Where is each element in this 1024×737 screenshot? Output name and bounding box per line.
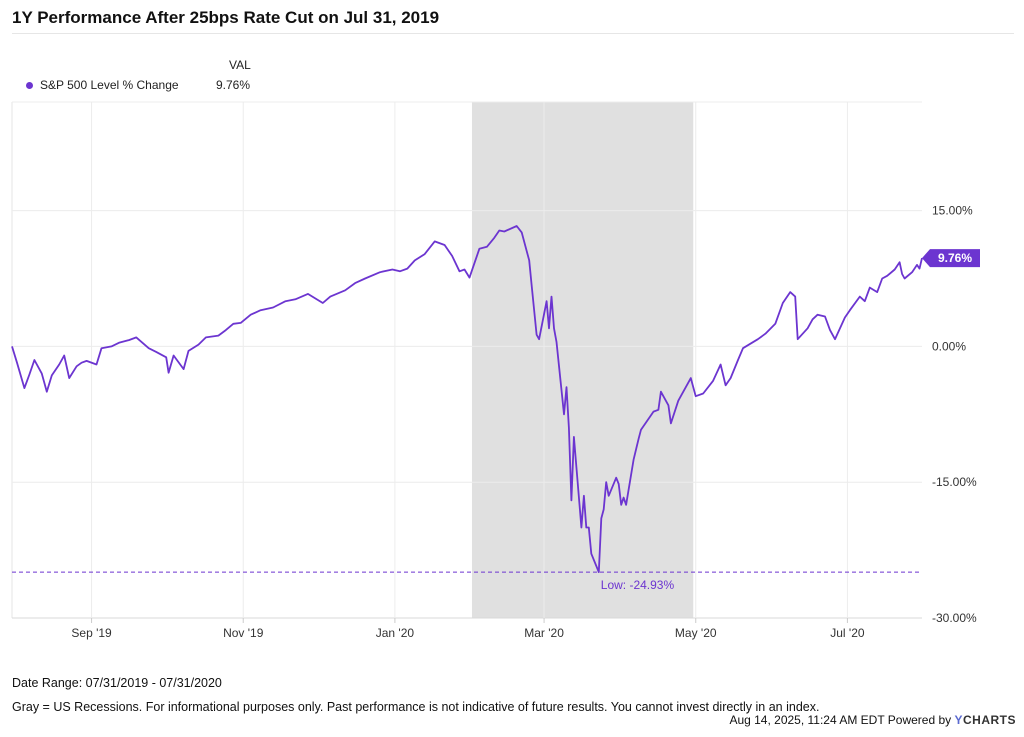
y-tick-label: 15.00% — [932, 204, 973, 218]
series-line-sp500 — [11, 225, 923, 573]
legend-series-value: 9.76% — [216, 78, 251, 92]
last-value-badge — [922, 249, 980, 268]
x-tick-label: Mar '20 — [524, 626, 564, 640]
recession-band — [471, 102, 694, 618]
x-tick-label: Nov '19 — [223, 626, 264, 640]
timestamp-text: Aug 14, 2025, 11:24 AM EDT Powered by — [729, 713, 952, 727]
y-tick-label: 0.00% — [932, 339, 966, 353]
x-tick-label: Jan '20 — [376, 626, 415, 640]
y-tick-label: -15.00% — [932, 475, 977, 489]
chart-title: 1Y Performance After 25bps Rate Cut on J… — [12, 8, 440, 27]
last-value-label: 9.76% — [938, 251, 972, 265]
legend-dot-icon — [26, 82, 33, 89]
low-marker-label: Low: -24.93% — [601, 578, 675, 592]
powered-by: Aug 14, 2025, 11:24 AM EDT Powered by YC… — [729, 713, 1016, 727]
y-tick-label: -30.00% — [932, 611, 977, 625]
x-tick-label: Sep '19 — [71, 626, 112, 640]
x-tick-label: May '20 — [675, 626, 717, 640]
title-divider — [12, 33, 1014, 34]
legend-column-header: VAL — [229, 58, 251, 72]
x-tick-label: Jul '20 — [830, 626, 865, 640]
date-range-text: Date Range: 07/31/2019 - 07/31/2020 — [12, 676, 222, 690]
ycharts-logo[interactable]: YCHARTS — [954, 713, 1016, 727]
disclaimer-text: Gray = US Recessions. For informational … — [12, 700, 820, 714]
legend-series-name: S&P 500 Level % Change — [40, 78, 179, 92]
